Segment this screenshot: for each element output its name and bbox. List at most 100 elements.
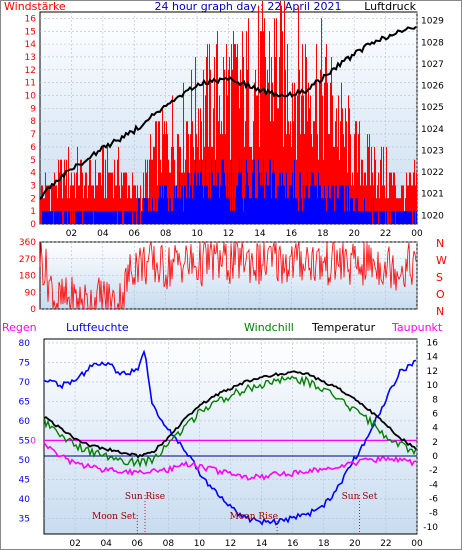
wind-tick-label: 6 [30, 143, 36, 153]
rain-tick-label: 0 [30, 436, 36, 446]
pressure-axis-title: Luftdruck [364, 0, 416, 13]
chart-title: 24 hour graph day : 22 April 2021 [155, 0, 342, 13]
wind-direction-line [39, 241, 417, 310]
annotation-label: Moon Set [92, 512, 136, 522]
temperature-tick-label: -2 [429, 466, 438, 476]
legend-item: Taupunkt [391, 321, 443, 334]
time-tick-label: 02 [69, 539, 80, 549]
temperature-line [43, 370, 417, 459]
time-tick-label: 10 [191, 229, 203, 239]
pressure-tick-label: 1026 [421, 82, 444, 92]
time-tick-label: 18 [318, 539, 330, 549]
time-axis-labels-bottom: 02 04 06 08 10 12 14 16 18 20 22 00 [69, 539, 423, 549]
temperature-tick-label: 8 [432, 395, 438, 405]
temperature-tick-label: -4 [429, 480, 438, 490]
humidity-tick-label: 70 [19, 378, 31, 388]
legend-item: Luftfeuchte [66, 321, 129, 334]
wind-pressure-series [39, 0, 417, 224]
humidity-axis-labels: 35 40 45 50 55 60 65 70 75 80 0 [19, 339, 37, 525]
wind-tick-label: 2 [30, 194, 36, 204]
wind-tick-label: 15 [25, 27, 36, 37]
humidity-tick-label: 60 [19, 417, 31, 427]
compass-label: O [436, 288, 445, 301]
time-tick-label: 16 [286, 229, 298, 239]
pressure-tick-label: 1027 [421, 60, 444, 70]
time-tick-label: 08 [160, 229, 172, 239]
time-tick-label: 10 [194, 539, 206, 549]
time-tick-label: 20 [348, 229, 360, 239]
temperature-tick-label: -6 [429, 495, 438, 505]
humidity-tick-label: 65 [19, 397, 30, 407]
time-tick-label: 00 [411, 539, 423, 549]
wind-tick-label: 4 [30, 169, 36, 179]
wind-tick-label: 11 [25, 79, 36, 89]
pressure-tick-label: 1023 [421, 146, 444, 156]
wind-tick-label: 14 [25, 40, 37, 50]
wind-tick-label: 9 [30, 104, 36, 114]
wind-tick-label: 3 [30, 181, 36, 191]
temperature-axis-labels: -10 -8 -6 -4 -2 0 2 4 6 8 10 12 14 16 [423, 339, 438, 533]
time-tick-label: 04 [97, 229, 109, 239]
direction-tick-label: 180 [19, 272, 36, 282]
time-tick-label: 04 [100, 539, 112, 549]
humidity-tick-label: 50 [19, 456, 31, 466]
humidity-tick-label: 45 [19, 475, 30, 485]
pressure-axis-labels: 1020 1021 1022 1023 1024 1025 1026 1027 1028 1029 [421, 17, 444, 222]
direction-tick-label: 0 [30, 305, 36, 315]
annotation-label: Sun Rise [125, 492, 165, 502]
time-tick-label: 14 [254, 229, 266, 239]
humidity-tick-label: 40 [19, 495, 31, 505]
wind-tick-label: 1 [30, 207, 36, 217]
temperature-tick-label: 14 [427, 353, 439, 363]
compass-label: W [436, 254, 447, 267]
time-tick-label: 06 [129, 229, 141, 239]
time-tick-label: 02 [66, 229, 77, 239]
time-tick-label: 20 [349, 539, 361, 549]
temperature-legend: Regen Luftfeuchte Windchill Temperatur Taupu… [2, 321, 443, 334]
direction-tick-label: 270 [19, 255, 36, 265]
humidity-tick-label: 75 [19, 358, 30, 368]
humidity-tick-label: 80 [19, 339, 31, 349]
temperature-tick-label: 16 [427, 339, 439, 349]
temperature-tick-label: 10 [427, 381, 439, 391]
dewpoint-line [43, 442, 417, 481]
wind-tick-label: 10 [25, 92, 37, 102]
temperature-tick-label: 2 [432, 438, 438, 448]
pressure-tick-label: 1024 [421, 125, 444, 135]
wind-direction-series [39, 241, 417, 310]
compass-label: N [436, 237, 444, 250]
wind-speed-bars [40, 0, 417, 224]
pressure-tick-label: 1025 [421, 103, 444, 113]
wind-tick-label: 13 [25, 53, 36, 63]
temperature-tick-label: 12 [427, 367, 438, 377]
temperature-tick-label: -8 [429, 509, 438, 519]
wind-axis-title: Windstärke [4, 0, 66, 13]
time-tick-label: 22 [380, 539, 391, 549]
wind-tick-label: 5 [30, 156, 36, 166]
temperature-tick-label: 4 [432, 424, 438, 434]
time-tick-label: 16 [287, 539, 299, 549]
compass-label: N [436, 305, 444, 318]
temperature-tick-label: -10 [423, 523, 438, 533]
wind-tick-label: 12 [25, 66, 36, 76]
time-tick-label: 14 [256, 539, 268, 549]
temperature-tick-label: 0 [432, 452, 438, 462]
annotation-label: Sun Set [342, 492, 378, 502]
temperature-tick-label: 6 [432, 409, 438, 419]
humidity-tick-label: 55 [19, 436, 30, 446]
time-tick-label: 06 [132, 539, 144, 549]
wind-tick-label: 0 [30, 220, 36, 230]
legend-item: Windchill [244, 321, 294, 334]
time-tick-label: 00 [411, 229, 423, 239]
direction-tick-label: 90 [25, 288, 37, 298]
direction-tick-label: 360 [19, 238, 36, 248]
pressure-line [39, 25, 417, 200]
wind-tick-label: 8 [30, 117, 36, 127]
pressure-tick-label: 1028 [421, 38, 444, 48]
legend-item: Regen [2, 321, 37, 334]
pressure-tick-label: 1029 [421, 17, 444, 27]
legend-item: Temperatur [311, 321, 376, 334]
time-tick-label: 08 [163, 539, 175, 549]
